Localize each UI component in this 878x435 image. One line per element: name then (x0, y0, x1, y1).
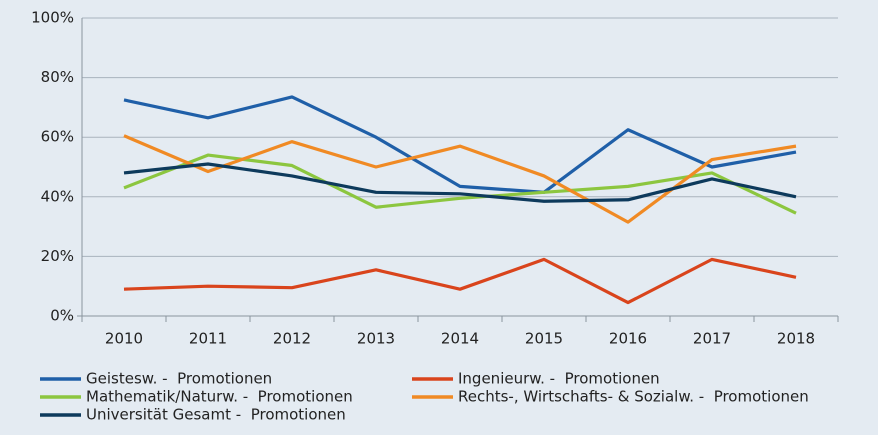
series-line (123, 153, 797, 215)
legend-label: Geistesw. - Promotionen (86, 370, 272, 388)
series-line (123, 95, 797, 194)
legend-label: Rechts-, Wirtschafts- & Sozialw. - Promo… (458, 388, 809, 406)
x-tick-label: 2012 (273, 330, 311, 348)
x-tick-label: 2010 (105, 330, 143, 348)
y-tick-label: 0% (50, 307, 74, 325)
series-line (123, 162, 797, 203)
x-tick-label: 2011 (189, 330, 227, 348)
y-tick-label: 20% (41, 247, 74, 265)
x-tick-label: 2015 (525, 330, 563, 348)
x-tick-label: 2018 (777, 330, 815, 348)
y-tick-label: 80% (41, 68, 74, 86)
legend-label: Universität Gesamt - Promotionen (86, 406, 346, 424)
series-line (123, 134, 797, 224)
legend-label: Ingenieurw. - Promotionen (458, 370, 660, 388)
legend-label: Mathematik/Naturw. - Promotionen (86, 388, 353, 406)
x-tick-label: 2013 (357, 330, 395, 348)
y-tick-label: 40% (41, 187, 74, 205)
series-line (123, 257, 797, 305)
y-tick-label: 60% (41, 128, 74, 146)
x-tick-label: 2014 (441, 330, 479, 348)
x-tick-label: 2017 (693, 330, 731, 348)
y-tick-label: 100% (31, 9, 74, 27)
x-tick-label: 2016 (609, 330, 647, 348)
